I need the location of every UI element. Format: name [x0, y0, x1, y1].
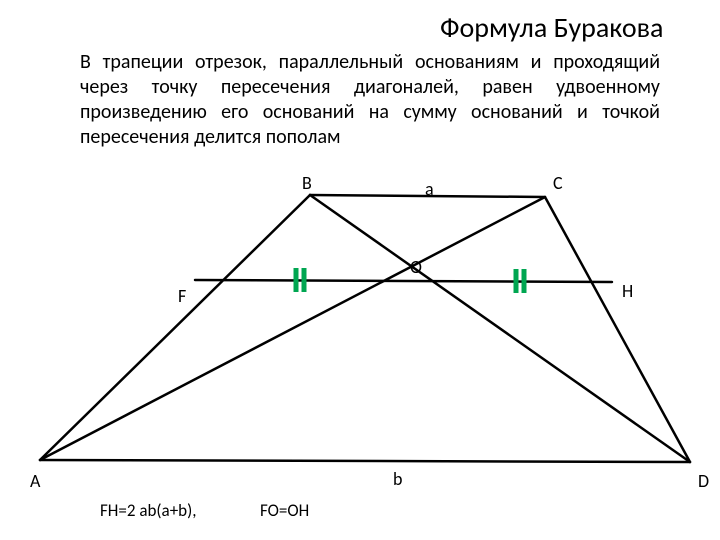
trapezoid-diagram [0, 0, 720, 540]
vertex-label-H: H [622, 280, 633, 302]
vertex-label-B: B [302, 172, 312, 194]
formula-fo: FO=OH [260, 500, 309, 521]
vertex-label-A: A [30, 470, 40, 492]
vertex-label-D: D [698, 470, 709, 492]
vertex-label-O: O [410, 256, 422, 278]
vertex-label-a: a [425, 178, 434, 200]
vertex-label-F: F [178, 285, 186, 307]
formula-fh: FH=2 ab(a+b), [100, 500, 197, 521]
vertex-label-b: b [393, 468, 402, 490]
vertex-label-C: C [553, 172, 563, 194]
